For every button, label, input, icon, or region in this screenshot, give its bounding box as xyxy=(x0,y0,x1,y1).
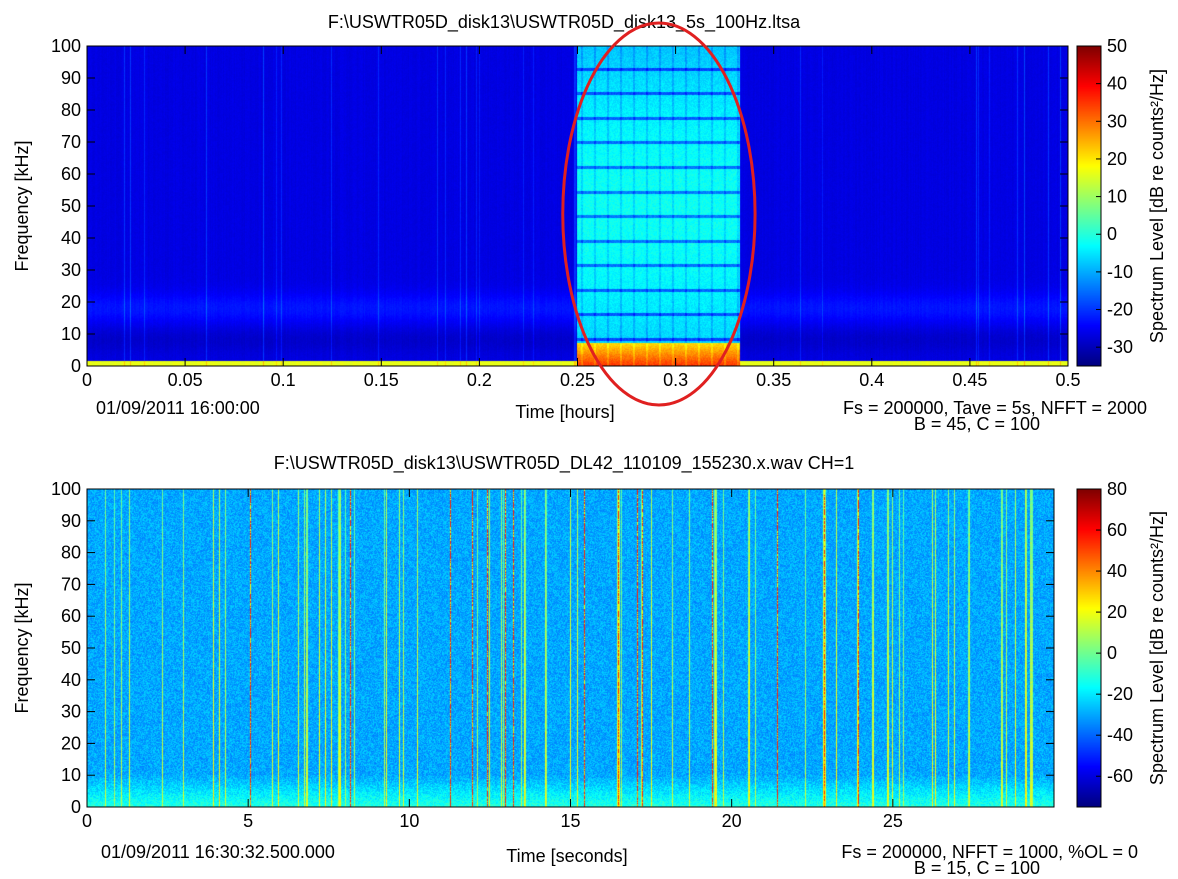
y-tick-label: 90 xyxy=(61,511,81,531)
colorbar-tick-label: 60 xyxy=(1107,520,1127,540)
colorbar-tick-label: -60 xyxy=(1107,766,1133,786)
y-tick-label: 10 xyxy=(61,324,81,344)
x-tick-label: 0.3 xyxy=(663,370,688,390)
wav-colorbar xyxy=(1077,489,1101,807)
y-tick-label: 0 xyxy=(71,356,81,376)
y-tick-label: 70 xyxy=(61,132,81,152)
y-tick-label: 30 xyxy=(61,260,81,280)
x-tick-label: 0.25 xyxy=(560,370,595,390)
x-tick-label: 0.05 xyxy=(168,370,203,390)
colorbar-tick-label: 10 xyxy=(1107,187,1127,207)
ltsa-start-time: 01/09/2011 16:00:00 xyxy=(96,398,260,418)
x-tick-label: 0.5 xyxy=(1055,370,1080,390)
x-tick-label: 0 xyxy=(82,811,92,831)
y-tick-label: 50 xyxy=(61,196,81,216)
highlight-ellipse xyxy=(561,21,757,407)
colorbar-tick-label: 0 xyxy=(1107,224,1117,244)
x-tick-label: 15 xyxy=(560,811,580,831)
ltsa-colorbar-ticks: 50 40 30 20 10 0 -10 -20 -30 xyxy=(1096,36,1133,357)
colorbar-tick-label: 80 xyxy=(1107,479,1127,499)
y-tick-label: 40 xyxy=(61,670,81,690)
y-tick-label: 80 xyxy=(61,543,81,563)
wav-params-line1: Fs = 200000, NFFT = 1000, %OL = 0 xyxy=(841,842,1138,862)
y-tick-label: 90 xyxy=(61,68,81,88)
y-tick-label: 40 xyxy=(61,228,81,248)
y-tick-label: 0 xyxy=(71,797,81,817)
y-tick-label: 100 xyxy=(51,36,81,56)
ltsa-x-axis-label: Time [hours] xyxy=(515,402,614,422)
colorbar-tick-label: 40 xyxy=(1107,561,1127,581)
x-tick-label: 0.45 xyxy=(952,370,987,390)
colorbar-tick-label: 0 xyxy=(1107,643,1117,663)
y-tick-label: 60 xyxy=(61,606,81,626)
ltsa-ticks: 0 0.05 0.1 0.15 0.2 0.25 0.3 0.35 0.4 0.45 0.5 0 10 2… xyxy=(51,36,1081,390)
y-tick-label: 80 xyxy=(61,100,81,120)
x-tick-label: 0.35 xyxy=(756,370,791,390)
y-tick-label: 30 xyxy=(61,702,81,722)
wav-colorbar-frame xyxy=(1076,488,1102,808)
wav-panel: F:\USWTR05D_disk13\USWTR05D_DL42_110109_… xyxy=(12,453,1167,878)
x-tick-label: 0.1 xyxy=(271,370,296,390)
wav-x-axis-label: Time [seconds] xyxy=(506,846,627,866)
colorbar-tick-label: 40 xyxy=(1107,74,1127,94)
ltsa-y-axis-label: Frequency [kHz] xyxy=(12,140,32,271)
x-tick-label: 10 xyxy=(399,811,419,831)
colorbar-tick-label: 50 xyxy=(1107,36,1127,56)
x-tick-label: 0 xyxy=(82,370,92,390)
y-tick-label: 20 xyxy=(61,733,81,753)
colorbar-tick-label: -10 xyxy=(1107,262,1133,282)
y-tick-label: 50 xyxy=(61,638,81,658)
y-tick-label: 60 xyxy=(61,164,81,184)
wav-plot-area xyxy=(87,489,1054,807)
colorbar-tick-label: 20 xyxy=(1107,149,1127,169)
ltsa-colorbar-label: Spectrum Level [dB re counts²/Hz] xyxy=(1147,69,1167,343)
ltsa-colorbar xyxy=(1077,46,1101,366)
y-tick-label: 70 xyxy=(61,574,81,594)
ltsa-colorbar-frame xyxy=(1076,45,1102,367)
ltsa-title: F:\USWTR05D_disk13\USWTR05D_disk13_5s_10… xyxy=(328,12,801,33)
x-tick-label: 20 xyxy=(722,811,742,831)
x-tick-label: 0.2 xyxy=(467,370,492,390)
y-tick-label: 20 xyxy=(61,292,81,312)
y-tick-label: 10 xyxy=(61,765,81,785)
colorbar-tick-label: -20 xyxy=(1107,300,1133,320)
colorbar-tick-label: 30 xyxy=(1107,111,1127,131)
colorbar-tick-label: -20 xyxy=(1107,684,1133,704)
colorbar-tick-label: -40 xyxy=(1107,725,1133,745)
colorbar-tick-label: 20 xyxy=(1107,602,1127,622)
wav-start-time: 01/09/2011 16:30:32.500.000 xyxy=(101,842,335,862)
wav-title: F:\USWTR05D_disk13\USWTR05D_DL42_110109_… xyxy=(274,453,854,474)
x-tick-label: 0.4 xyxy=(859,370,884,390)
x-tick-label: 0.15 xyxy=(364,370,399,390)
x-tick-label: 25 xyxy=(883,811,903,831)
wav-colorbar-ticks: 80 60 40 20 0 -20 -40 -60 xyxy=(1096,479,1133,786)
wav-y-axis-label: Frequency [kHz] xyxy=(12,582,32,713)
ltsa-params-line1: Fs = 200000, Tave = 5s, NFFT = 2000 xyxy=(843,398,1147,418)
ltsa-panel: F:\USWTR05D_disk13\USWTR05D_disk13_5s_10… xyxy=(12,12,1167,434)
wav-ticks: 0 5 10 15 20 25 0 10 20 30 40 50 60 70 80 90 100 xyxy=(51,479,1054,831)
y-tick-label: 100 xyxy=(51,479,81,499)
colorbar-tick-label: -30 xyxy=(1107,337,1133,357)
ltsa-params-line2: B = 45, C = 100 xyxy=(914,414,1040,434)
wav-colorbar-label: Spectrum Level [dB re counts²/Hz] xyxy=(1147,511,1167,785)
wav-params-line2: B = 15, C = 100 xyxy=(914,858,1040,878)
x-tick-label: 5 xyxy=(243,811,253,831)
